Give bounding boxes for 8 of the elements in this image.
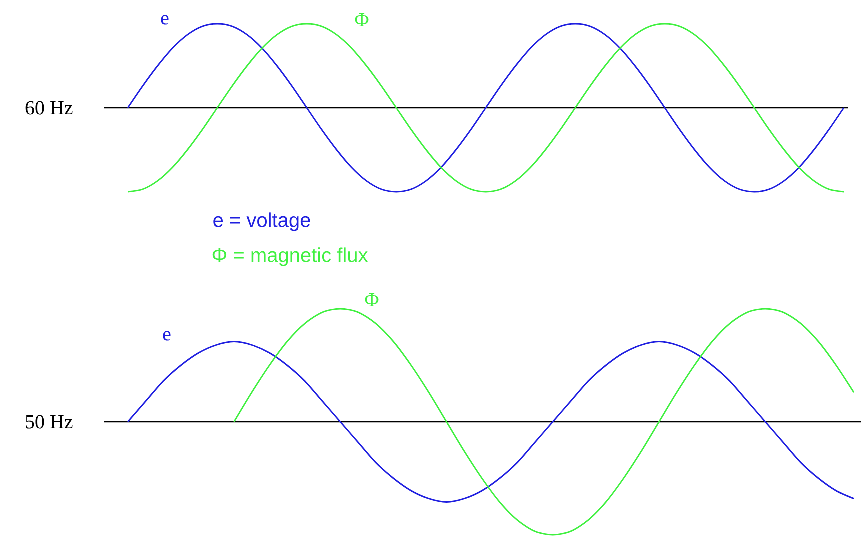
y-axis-title: 60 Hz	[26, 101, 73, 115]
series-label: e	[161, 15, 169, 25]
series-label: Φ	[355, 13, 369, 27]
y-axis-title: 50 Hz	[26, 415, 73, 429]
text: e = voltage	[214, 212, 310, 232]
series-label: e	[163, 331, 171, 341]
text: Φ = magnetic flux	[212, 248, 368, 266]
series-label: Φ	[365, 293, 379, 307]
